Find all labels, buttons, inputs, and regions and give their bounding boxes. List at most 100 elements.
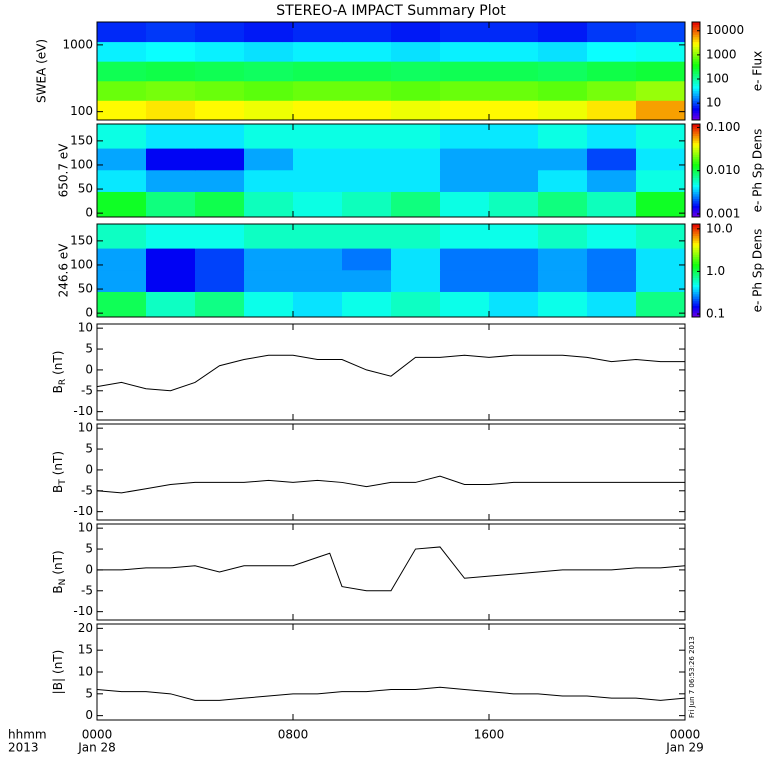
heatmap-cell <box>342 41 392 62</box>
colorbar-strip <box>692 154 700 158</box>
colorbar-label: e- Ph Sp Dens <box>751 229 765 313</box>
y-axis-label-main: |B| <box>51 678 65 694</box>
heatmap-cell <box>195 224 245 249</box>
heatmap-cell <box>489 22 539 43</box>
colorbar-strip <box>692 170 700 174</box>
colorbar-strip <box>692 242 700 246</box>
heatmap-cell <box>244 148 294 171</box>
colorbar-strip <box>692 314 700 318</box>
colorbar-strip <box>692 230 700 234</box>
colorbar-strip <box>692 179 700 183</box>
heatmap-cell <box>195 248 245 271</box>
heatmap-cell <box>489 61 539 82</box>
heatmap-cell <box>146 224 196 249</box>
heatmap-cell <box>244 124 294 149</box>
heatmap-cell <box>538 41 588 62</box>
heatmap-cell <box>538 80 588 101</box>
x-tick-label: 0000 <box>82 728 113 742</box>
colorbar-label: e- Flux <box>751 51 765 91</box>
heatmap-cell <box>244 169 294 192</box>
y-axis-label: SWEA (eV) <box>35 39 49 103</box>
heatmap-cell <box>293 100 343 121</box>
heatmap-cell <box>538 100 588 121</box>
colorbar-strip <box>692 110 700 114</box>
colorbar-strip <box>692 210 700 213</box>
heatmap-cell <box>440 169 490 192</box>
colorbar-strip <box>692 36 700 40</box>
colorbar-tick-label: 0.001 <box>706 206 740 220</box>
heatmap-cell <box>440 148 490 171</box>
heatmap-cell <box>391 80 441 101</box>
heatmap-cell <box>146 269 196 292</box>
y-axis-label: 650.7 eV <box>57 143 71 198</box>
colorbar-strip <box>692 85 700 89</box>
colorbar-strip <box>692 277 700 281</box>
colorbar-strip <box>692 258 700 262</box>
colorbar-strip <box>692 124 700 127</box>
heatmap-cell <box>293 80 343 101</box>
colorbar-strip <box>692 83 700 87</box>
colorbar-strip <box>692 112 700 116</box>
colorbar-strip <box>692 53 700 57</box>
x-row-label: 2013 <box>8 741 39 755</box>
heatmap-cell <box>587 169 637 192</box>
heatmap-cell <box>489 224 539 249</box>
heatmap-cell <box>440 22 490 43</box>
panel-frame <box>96 21 686 121</box>
x-date-label: Jan 29 <box>665 741 704 755</box>
heatmap-cell <box>587 291 637 318</box>
colorbar-strip <box>692 289 700 292</box>
y-axis-label-main: B <box>51 385 65 393</box>
heatmap-cell <box>342 100 392 121</box>
heatmap-cell <box>587 61 637 82</box>
colorbar-strip <box>692 296 700 299</box>
heatmap-cell <box>195 148 245 171</box>
heatmap-cell <box>440 80 490 101</box>
heatmap-cell <box>489 191 539 218</box>
panel-frame <box>96 523 686 621</box>
colorbar-strip <box>692 107 700 111</box>
heatmap-cell <box>195 269 245 292</box>
heatmap-cell <box>391 224 441 249</box>
heatmap-cell <box>244 191 294 218</box>
y-tick-label: -10 <box>73 604 93 618</box>
y-tick-label: 10 <box>78 421 93 435</box>
colorbar-strip <box>692 203 700 206</box>
y-tick-label: 5 <box>85 542 93 556</box>
colorbar-strip <box>692 133 700 137</box>
colorbar-strip <box>692 189 700 192</box>
heatmap-cell <box>195 100 245 121</box>
heatmap-cell <box>146 100 196 121</box>
heatmap-cell <box>342 80 392 101</box>
heatmap-cell <box>538 61 588 82</box>
heatmap-cell <box>636 61 686 82</box>
y-axis-label-unit: (nT) <box>51 451 65 475</box>
colorbar-strip <box>692 303 700 306</box>
heatmap-cell <box>97 124 147 149</box>
colorbar-strip <box>692 282 700 285</box>
heatmap-cell <box>293 248 343 271</box>
colorbar-strip <box>692 22 700 25</box>
colorbar-strip <box>692 214 700 218</box>
colorbar-tick-label: 10000 <box>706 23 744 37</box>
heatmap-cell <box>195 41 245 62</box>
heatmap-cell <box>391 61 441 82</box>
heatmap-cell <box>342 248 392 271</box>
colorbar-strip <box>692 97 700 101</box>
heatmap-cell <box>391 191 441 218</box>
colorbar-strip <box>692 78 700 82</box>
heatmap-cell <box>391 41 441 62</box>
heatmap-cell <box>587 148 637 171</box>
colorbar-strip <box>692 66 700 70</box>
heatmap-cell <box>244 80 294 101</box>
colorbar-strip <box>692 286 700 290</box>
heatmap-cell <box>440 61 490 82</box>
heatmap-cell <box>244 22 294 43</box>
colorbar-strip <box>692 149 700 153</box>
x-tick-label: 1600 <box>474 728 505 742</box>
heatmap-cell <box>391 169 441 192</box>
heatmap-cell <box>440 224 490 249</box>
heatmap-cell <box>195 191 245 218</box>
y-tick-label: 1000 <box>62 37 93 51</box>
colorbar-strip <box>692 130 700 134</box>
